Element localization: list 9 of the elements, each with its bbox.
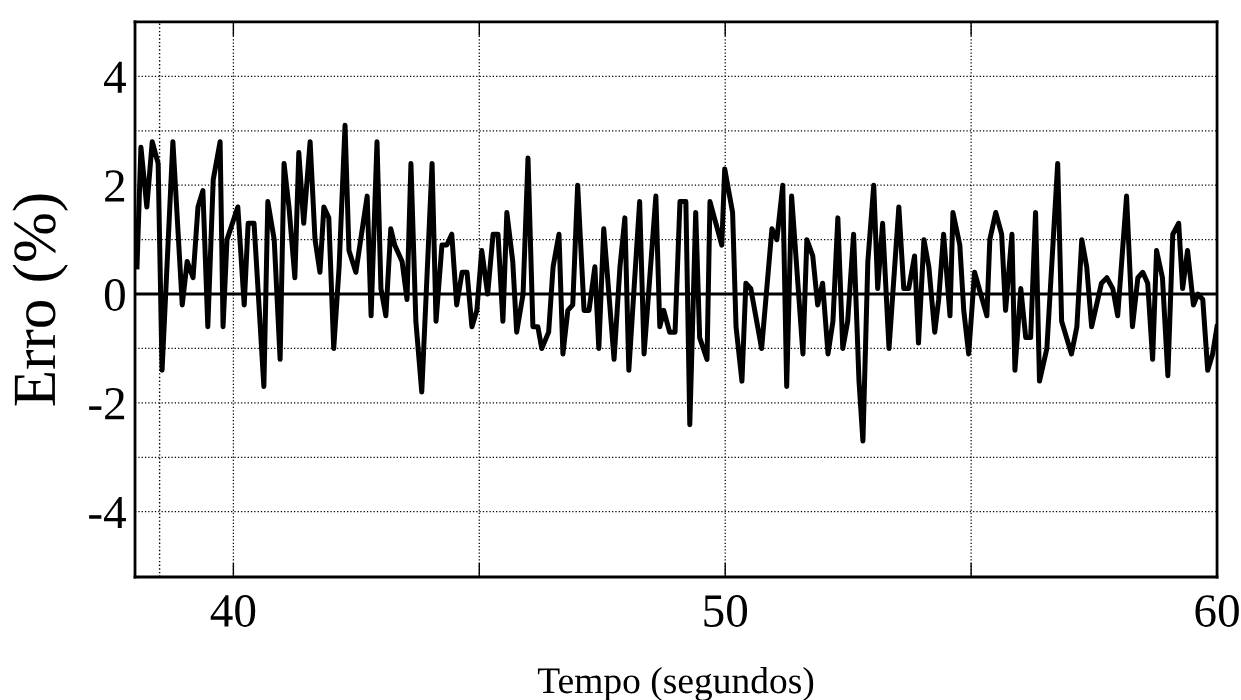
y-tick-label: 2 [105,170,125,202]
y-tick-label: 4 [104,61,126,93]
x-tick-label: 60 [1195,595,1239,627]
y-tick-label: -4 [89,497,126,529]
y-tick-label: -2 [89,388,125,420]
y-tick-label: 0 [104,279,125,311]
x-tick-label: 50 [704,595,748,627]
x-tick-label: 40 [210,595,256,627]
y-axis-title: Erro (%) [12,194,68,406]
